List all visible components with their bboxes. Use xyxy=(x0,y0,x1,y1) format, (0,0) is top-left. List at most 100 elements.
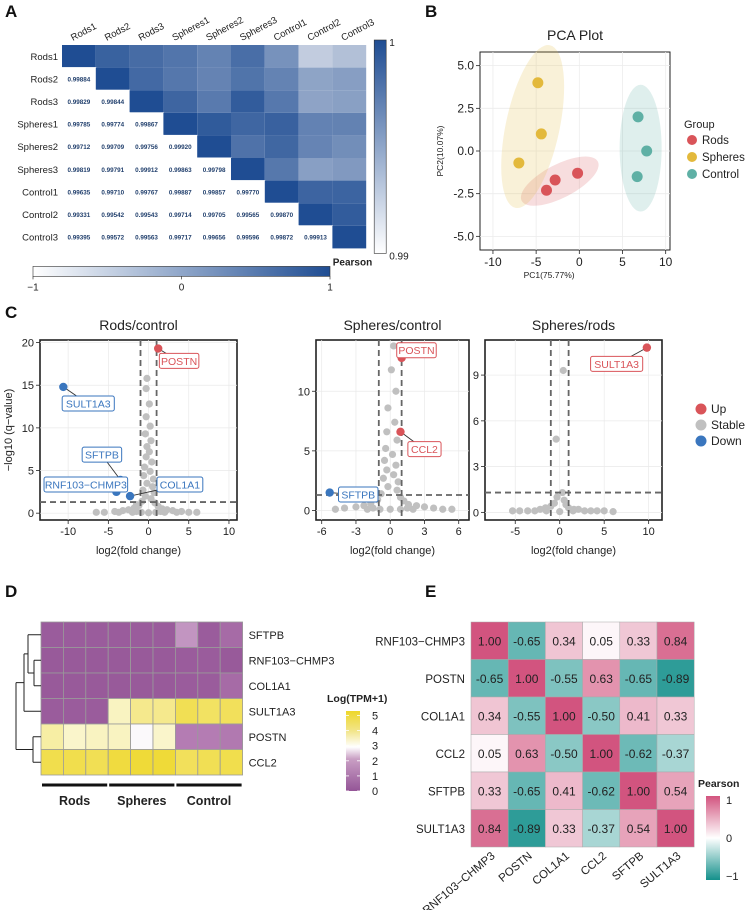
expression-legend-tick-label: 4 xyxy=(372,726,378,738)
column-label: Control3 xyxy=(340,17,377,44)
expression-cell xyxy=(197,749,221,776)
bottom-scale-mid: 0 xyxy=(179,282,185,293)
gene-label: SFTPB xyxy=(85,450,119,462)
gene-row-label: COL1A1 xyxy=(249,681,291,693)
y-tick-label: 2.5 xyxy=(457,101,474,115)
stable-point xyxy=(508,507,517,515)
expression-cell xyxy=(174,672,199,699)
column-label: Rods2 xyxy=(103,21,132,44)
panel-label-c: C xyxy=(5,303,17,322)
stable-point xyxy=(141,430,149,438)
corr-value: 0.99844 xyxy=(101,99,124,106)
heatmap-cell xyxy=(95,45,130,68)
expression-cell xyxy=(174,647,199,674)
gene-point-sftpb xyxy=(325,488,334,497)
stable-point xyxy=(146,422,154,430)
stable-point xyxy=(382,444,390,453)
heatmap-cell xyxy=(264,90,299,113)
x-tick-label: 5 xyxy=(186,526,192,538)
y-tick-label: 5.0 xyxy=(457,59,474,73)
pearson-value: 1.00 xyxy=(515,672,539,686)
pearson-value: -0.65 xyxy=(625,672,653,686)
x-tick-label: 0 xyxy=(387,526,393,538)
corr-value: 0.99863 xyxy=(169,167,192,174)
pearson-cell xyxy=(507,659,546,698)
group-label: Rods xyxy=(59,794,90,808)
volcano-legend-label: Down xyxy=(711,434,742,448)
stable-point xyxy=(553,493,561,501)
volcano-title: Spheres/control xyxy=(343,317,441,333)
stable-point xyxy=(394,478,402,486)
expression-cell xyxy=(85,723,109,750)
group-label: Control xyxy=(187,794,231,808)
pearson-value: -0.65 xyxy=(513,634,541,648)
corr-value: 0.99565 xyxy=(237,212,260,219)
expression-cell xyxy=(152,672,176,699)
expression-cell xyxy=(152,647,176,674)
corr-value: 0.99563 xyxy=(135,235,158,242)
y-tick-label: 0 xyxy=(304,505,310,517)
expression-legend-title: Log(TPM+1) xyxy=(327,693,387,705)
panel-label-a: A xyxy=(5,2,17,21)
pca-point xyxy=(513,157,525,169)
expression-cell xyxy=(107,672,131,699)
heatmap-cell xyxy=(163,45,198,68)
stable-point xyxy=(146,467,154,475)
stable-point xyxy=(542,507,550,515)
expression-cell xyxy=(85,621,109,648)
y-tick-label: 0.0 xyxy=(457,144,474,158)
stable-point xyxy=(531,507,539,515)
stable-point xyxy=(149,475,157,483)
expression-cell xyxy=(130,723,154,750)
stable-point xyxy=(392,387,400,395)
pearson-value: 1.00 xyxy=(552,709,576,723)
heatmap-cell xyxy=(231,67,265,91)
pearson-cell xyxy=(582,734,621,773)
stable-point xyxy=(340,504,349,512)
pearson-row-label: SFTPB xyxy=(428,786,465,798)
pearson-value: 0.34 xyxy=(552,634,576,648)
x-tick-label: -5 xyxy=(103,526,113,538)
expression-cell xyxy=(197,698,221,725)
pearson-value: 1.00 xyxy=(664,822,688,836)
expression-cell xyxy=(197,723,221,750)
stable-point xyxy=(148,483,157,491)
x-tick-label: -10 xyxy=(60,526,76,538)
heatmap-cell xyxy=(95,67,130,91)
volcano-x-label: log2(fold change) xyxy=(96,545,181,557)
corr-value: 0.99867 xyxy=(135,122,158,129)
stable-point xyxy=(524,507,532,515)
stable-point xyxy=(144,509,153,517)
bottom-scale-min: −1 xyxy=(27,282,39,293)
expression-cell xyxy=(40,749,64,776)
gene-label: COL1A1 xyxy=(160,480,200,492)
pearson-cell xyxy=(507,809,546,848)
expression-legend-bar xyxy=(346,711,360,791)
pearson-value: -0.50 xyxy=(550,747,578,761)
stable-point xyxy=(352,503,360,511)
panel-label-b: B xyxy=(425,2,437,21)
volcano-c3: SULT1A3 -5 0 5 10 0 3 6 9 Spheres/rods log2(fold c… xyxy=(473,317,663,557)
stable-point xyxy=(593,507,601,515)
heatmap-cell xyxy=(231,112,265,136)
expression-legend-tick-label: 1 xyxy=(372,771,378,783)
corr-value: 0.99710 xyxy=(101,189,124,196)
y-tick-label: 20 xyxy=(22,338,34,350)
stable-point xyxy=(145,448,153,456)
gene-row-label: CCL2 xyxy=(249,757,277,769)
pca-point xyxy=(532,77,544,89)
scale-title: Pearson xyxy=(333,257,372,268)
corr-value: 0.99872 xyxy=(270,235,293,242)
pearson-cell xyxy=(619,771,658,810)
stable-point xyxy=(409,505,417,513)
pca-point xyxy=(549,174,561,186)
expression-cell xyxy=(197,621,221,648)
row-label: Control2 xyxy=(22,210,58,221)
x-tick-label: -6 xyxy=(317,526,327,538)
corr-value: 0.99770 xyxy=(237,189,260,196)
pearson-cell xyxy=(582,771,621,810)
expression-cell xyxy=(107,647,131,674)
gene-label-box xyxy=(396,342,437,359)
gene-label: CCL2 xyxy=(411,444,438,456)
gene-row-label: POSTN xyxy=(249,732,287,744)
